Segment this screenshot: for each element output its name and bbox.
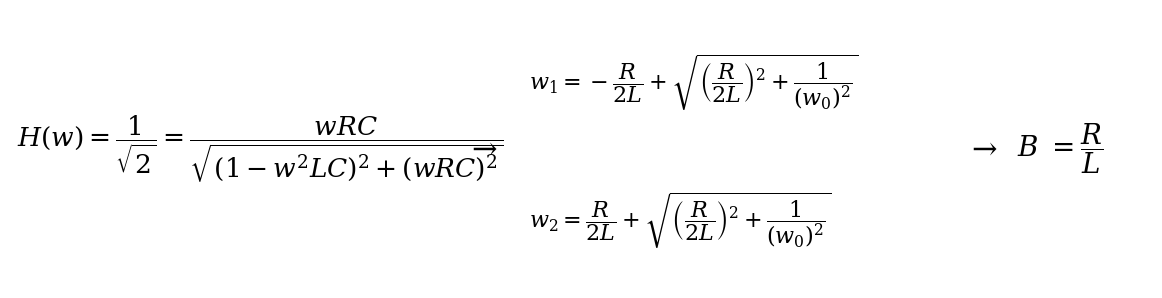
Text: $w_2 = \dfrac{R}{2L} + \sqrt{\left(\dfrac{R}{2L}\right)^2 + \dfrac{1}{(w_0)^2}}$: $w_2 = \dfrac{R}{2L} + \sqrt{\left(\dfra… <box>529 190 831 251</box>
Text: $w_1 = -\dfrac{R}{2L} + \sqrt{\left(\dfrac{R}{2L}\right)^2 + \dfrac{1}{(w_0)^2}}: $w_1 = -\dfrac{R}{2L} + \sqrt{\left(\dfr… <box>529 53 858 114</box>
Text: $H(w) = \dfrac{1}{\sqrt{2}} = \dfrac{wRC}{\sqrt{(1-w^2LC)^2+(wRC)^2}}$: $H(w) = \dfrac{1}{\sqrt{2}} = \dfrac{wRC… <box>17 113 503 185</box>
Text: $B \ = \dfrac{R}{L}$: $B \ = \dfrac{R}{L}$ <box>1017 122 1103 176</box>
Text: $\rightarrow$: $\rightarrow$ <box>466 134 498 164</box>
Text: $\rightarrow$: $\rightarrow$ <box>966 134 998 164</box>
